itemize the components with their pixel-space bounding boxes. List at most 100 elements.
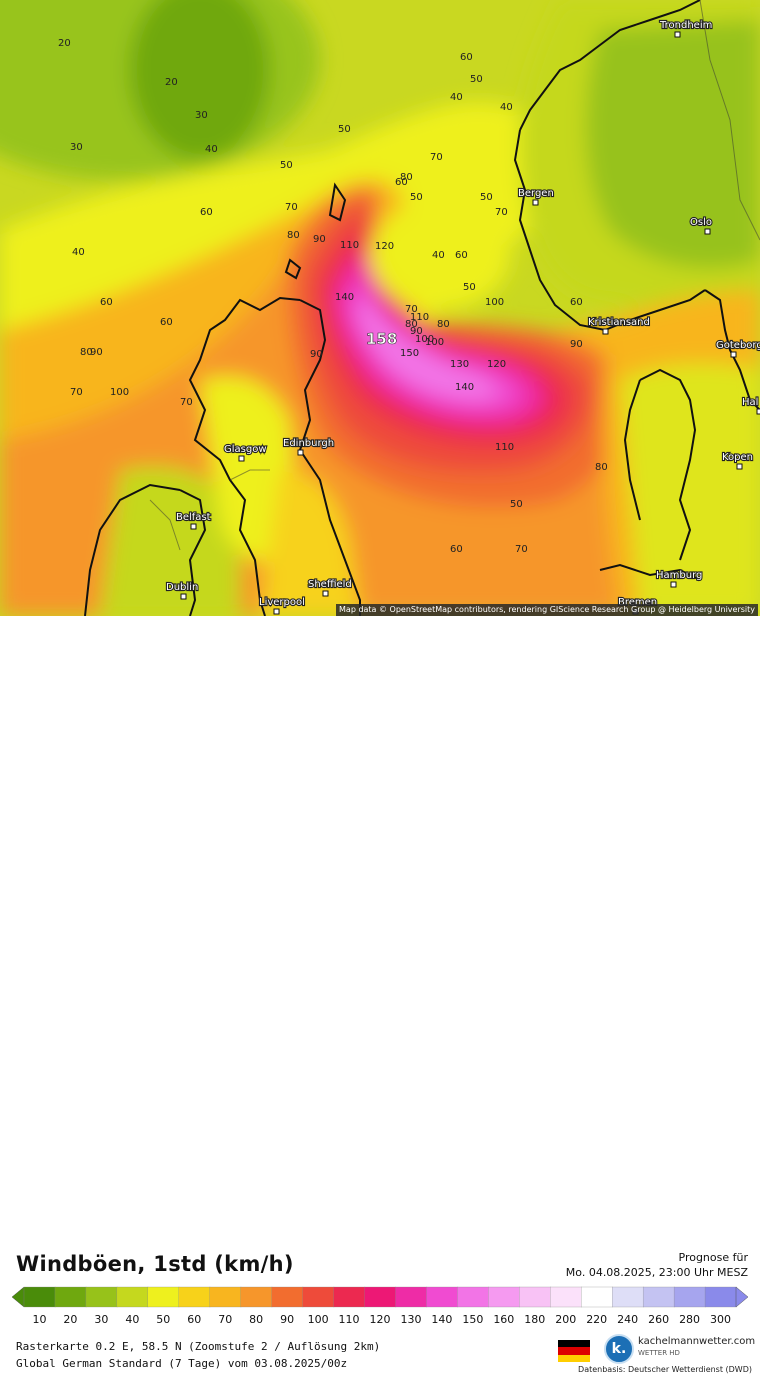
brand-name: kachelmannwetter.com: [638, 1336, 756, 1347]
contour-label: 120: [375, 241, 394, 252]
scale-swatch: [271, 1286, 304, 1308]
city-name: Hal: [742, 397, 758, 408]
contour-label: 40: [205, 144, 218, 155]
scale-tick-label: 180: [524, 1313, 545, 1326]
city-name: Kristiansand: [588, 317, 650, 328]
city-oslo: Oslo: [689, 216, 713, 235]
scale-tick-label: 300: [710, 1313, 731, 1326]
city-edinburgh: Edinburgh: [282, 437, 335, 456]
city-marker-icon: [704, 228, 711, 235]
contour-label: 60: [570, 297, 583, 308]
contour-label: 90: [310, 349, 323, 360]
scale-tick-label: 50: [156, 1313, 170, 1326]
scale-tick-label: 60: [187, 1313, 201, 1326]
scale-swatch: [642, 1286, 675, 1308]
contour-label: 80: [80, 347, 93, 358]
city-name: Kopen: [722, 452, 753, 463]
contour-label: 60: [460, 52, 473, 63]
wind-field: [0, 0, 760, 616]
scale-swatch: [147, 1286, 180, 1308]
peak-value: 158: [366, 330, 397, 348]
city-goteborg: Goteborg: [715, 339, 760, 358]
city-marker-icon: [180, 593, 187, 600]
city-name: Goteborg: [716, 340, 760, 351]
contour-label: 50: [410, 192, 423, 203]
city-name: Hamburg: [656, 570, 702, 581]
scale-tick-label: 120: [370, 1313, 391, 1326]
scale-tick-label: 260: [648, 1313, 669, 1326]
scale-tick-label: 160: [493, 1313, 514, 1326]
contour-label: 30: [70, 142, 83, 153]
city-liverpool: Liverpool: [258, 596, 306, 615]
contour-label: 110: [410, 312, 429, 323]
city-name: Edinburgh: [283, 438, 334, 449]
contour-label: 90: [313, 234, 326, 245]
contour-label: 140: [335, 292, 354, 303]
city-marker-icon: [602, 328, 609, 335]
scale-swatch: [209, 1286, 242, 1308]
contour-label: 80: [595, 462, 608, 473]
contour-label: 80: [405, 319, 418, 330]
contour-label: 140: [455, 382, 474, 393]
contour-label: 50: [463, 282, 476, 293]
scale-tick-label: 150: [462, 1313, 483, 1326]
map-attribution: Map data © OpenStreetMap contributors, r…: [336, 604, 758, 616]
scale-swatch: [85, 1286, 118, 1308]
scale-tick-label: 110: [339, 1313, 360, 1326]
city-name: Glasgow: [224, 444, 267, 455]
city-kopen: Kopen: [721, 451, 754, 470]
contour-label: 40: [450, 92, 463, 103]
contour-label: 60: [160, 317, 173, 328]
contour-label: 50: [470, 74, 483, 85]
city-marker-icon: [674, 31, 681, 38]
city-marker-icon: [238, 455, 245, 462]
contour-label: 50: [280, 160, 293, 171]
scale-swatch: [612, 1286, 644, 1308]
contour-label: 110: [495, 442, 514, 453]
city-name: Bergen: [518, 188, 554, 199]
city-bergen: Bergen: [517, 187, 555, 206]
legend-footer: Windböen, 1std (km/h) Prognose für Mo. 0…: [0, 616, 760, 1374]
city-name: Oslo: [690, 217, 712, 228]
city-glasgow: Glasgow: [223, 443, 268, 462]
contour-label: 80: [287, 230, 300, 241]
contour-label: 70: [495, 207, 508, 218]
german-flag-icon: [558, 1340, 590, 1362]
brand-sub: WETTER HD: [638, 1349, 680, 1357]
city-marker-icon: [670, 581, 677, 588]
scale-swatch: [116, 1286, 149, 1308]
scale-tick-label: 90: [280, 1313, 294, 1326]
weather-map[interactable]: 20 20 30 30 40 40 50 50 60 60 70 70 80 80 90 90 100 100 11…: [0, 0, 760, 616]
contour-label: 100: [415, 334, 434, 345]
color-scale: 10 20 30 40 50 60 70 80 90 100 110 120 130 140 150 160 1…: [11, 1286, 749, 1326]
scale-swatch: [395, 1286, 428, 1308]
brand-logo[interactable]: k. kachelmannwetter.com WETTER HD: [604, 1332, 756, 1364]
scale-tick-label: 100: [308, 1313, 329, 1326]
contour-label: 20: [165, 77, 178, 88]
contour-label: 60: [450, 544, 463, 555]
scale-tick-label: 130: [400, 1313, 421, 1326]
contour-label: 100: [425, 337, 444, 348]
scale-swatch: [426, 1286, 459, 1308]
contour-label: 30: [195, 110, 208, 121]
scale-swatch: [302, 1286, 335, 1308]
scale-tick-label: 70: [218, 1313, 232, 1326]
scale-tick-label: 200: [555, 1313, 576, 1326]
contour-label: 90: [570, 339, 583, 350]
city-name: Dublin: [166, 582, 198, 593]
scale-swatch: [23, 1286, 56, 1308]
scale-right-arrow-icon: [735, 1286, 749, 1308]
contour-label: 60: [100, 297, 113, 308]
scale-tick-label: 20: [63, 1313, 77, 1326]
scale-swatch: [704, 1286, 737, 1308]
contour-label: 100: [485, 297, 504, 308]
scale-swatch: [333, 1286, 366, 1308]
city-marker-icon: [730, 351, 737, 358]
forecast-time: Mo. 04.08.2025, 23:00 Uhr MESZ: [565, 1266, 748, 1279]
contour-label: 50: [338, 124, 351, 135]
city-marker-icon: [736, 463, 743, 470]
contour-label: 60: [395, 177, 408, 188]
city-kristiansand: Kristiansand: [587, 316, 651, 335]
